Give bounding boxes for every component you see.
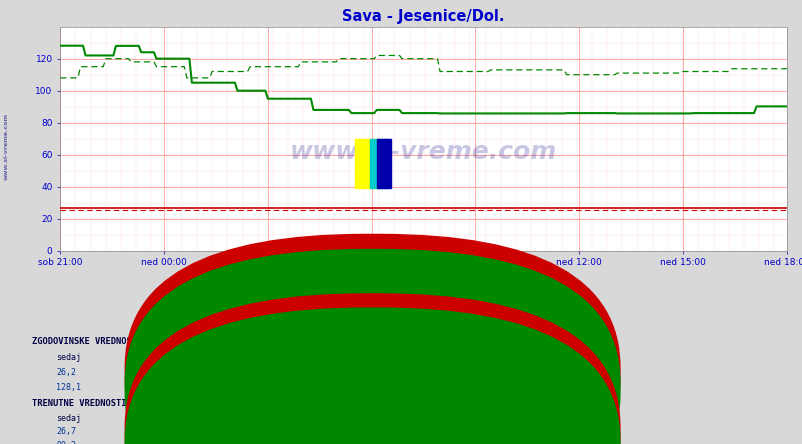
Text: temperatura[C]: temperatura[C] — [382, 427, 452, 436]
Text: 26,7: 26,7 — [56, 427, 76, 436]
Text: 101,4: 101,4 — [132, 383, 157, 392]
Title: Sava - Jesenice/Dol.: Sava - Jesenice/Dol. — [342, 9, 504, 24]
Text: zadnji dan / 5 minut.: zadnji dan / 5 minut. — [339, 273, 463, 283]
Text: 90,2: 90,2 — [56, 441, 76, 444]
Text: min.: min. — [132, 353, 152, 362]
Text: 27,5: 27,5 — [281, 427, 301, 436]
Text: www.si-vreme.com: www.si-vreme.com — [290, 140, 557, 164]
Text: Slovenija / reke in morje.: Slovenija / reke in morje. — [325, 260, 477, 270]
Text: Osveženo: 2024-08-11 19:49:44: Osveženo: 2024-08-11 19:49:44 — [316, 314, 486, 325]
Text: povpr.: povpr. — [205, 353, 234, 362]
Text: sedaj: sedaj — [56, 353, 81, 362]
Text: 128,1: 128,1 — [56, 383, 81, 392]
Text: Izrisano: 2024-08-11 19:54:21: Izrisano: 2024-08-11 19:54:21 — [316, 328, 486, 338]
Text: povpr.: povpr. — [205, 414, 234, 423]
Bar — [370, 139, 387, 188]
Bar — [377, 139, 391, 188]
Text: ZGODOVINSKE VREDNOSTI (črtkana črta):: ZGODOVINSKE VREDNOSTI (črtkana črta): — [32, 337, 226, 346]
Text: sedaj: sedaj — [56, 414, 81, 423]
Text: 26,2: 26,2 — [56, 368, 76, 377]
Text: 24,5: 24,5 — [132, 368, 152, 377]
Text: Veljavnost: 2024-08-11 19:31: Veljavnost: 2024-08-11 19:31 — [319, 301, 483, 311]
Text: 99,8: 99,8 — [205, 441, 225, 444]
Text: TRENUTNE VREDNOSTI (polna črta):: TRENUTNE VREDNOSTI (polna črta): — [32, 398, 200, 408]
Text: pretok[m3/s]: pretok[m3/s] — [382, 441, 442, 444]
Text: 128,1: 128,1 — [281, 441, 306, 444]
Text: Sava - Jesenice/Dol.: Sava - Jesenice/Dol. — [382, 414, 482, 423]
Text: 25,5: 25,5 — [205, 368, 225, 377]
Text: maks.: maks. — [281, 353, 306, 362]
Text: 26,0: 26,0 — [205, 427, 225, 436]
Text: maks.: maks. — [281, 414, 306, 423]
Text: Meritve: povprečne  Enote: metrične  Črta: povprečje: Meritve: povprečne Enote: metrične Črta:… — [249, 286, 553, 298]
Text: min.: min. — [132, 414, 152, 423]
Text: temperatura[C]: temperatura[C] — [382, 368, 452, 377]
Text: 128,1: 128,1 — [281, 383, 306, 392]
Text: 26,9: 26,9 — [281, 368, 301, 377]
Text: 113,7: 113,7 — [205, 383, 229, 392]
Text: 24,9: 24,9 — [132, 427, 152, 436]
Text: pretok[m3/s]: pretok[m3/s] — [382, 383, 442, 392]
Text: www.si-vreme.com: www.si-vreme.com — [4, 113, 9, 180]
Bar — [354, 139, 379, 188]
Text: 85,8: 85,8 — [132, 441, 152, 444]
Text: Sava - Jesenice/Dol.: Sava - Jesenice/Dol. — [382, 353, 482, 362]
